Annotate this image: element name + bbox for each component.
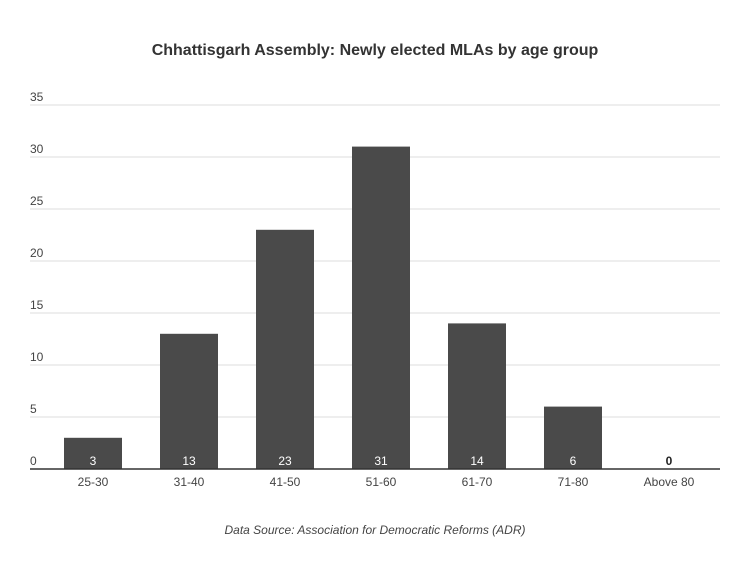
x-tick-label: 61-70 — [462, 475, 493, 489]
bar — [544, 406, 602, 469]
y-tick-label: 30 — [30, 142, 44, 156]
data-label: 3 — [90, 454, 97, 468]
y-tick-label: 35 — [30, 90, 44, 104]
data-label: 23 — [278, 454, 292, 468]
bar — [256, 229, 314, 469]
data-label: 0 — [666, 454, 673, 468]
y-axis-ticks: 0 5 10 15 20 25 30 35 — [30, 90, 44, 468]
data-label: 14 — [470, 454, 484, 468]
bar — [448, 323, 506, 469]
bar — [64, 437, 122, 469]
x-tick-label: 51-60 — [366, 475, 397, 489]
x-tick-label: 41-50 — [270, 475, 301, 489]
x-tick-label: 25-30 — [78, 475, 109, 489]
y-tick-label: 25 — [30, 194, 44, 208]
y-tick-label: 10 — [30, 350, 44, 364]
x-tick-label: 71-80 — [558, 475, 589, 489]
y-tick-label: 20 — [30, 246, 44, 260]
x-tick-label: Above 80 — [644, 475, 695, 489]
data-labels: 3 13 23 31 14 6 0 — [90, 454, 673, 468]
y-tick-label: 5 — [30, 402, 37, 416]
data-source-note: Data Source: Association for Democratic … — [225, 523, 526, 537]
x-axis-ticks: 25-30 31-40 41-50 51-60 61-70 71-80 Above 80 — [78, 475, 695, 489]
bars — [64, 146, 602, 469]
y-tick-label: 0 — [30, 454, 37, 468]
data-label: 6 — [570, 454, 577, 468]
bar — [160, 333, 218, 469]
bar — [352, 146, 410, 469]
y-tick-label: 15 — [30, 298, 44, 312]
data-label: 31 — [374, 454, 388, 468]
data-label: 13 — [182, 454, 196, 468]
chart-title: Chhattisgarh Assembly: Newly elected MLA… — [152, 42, 599, 59]
x-tick-label: 31-40 — [174, 475, 205, 489]
